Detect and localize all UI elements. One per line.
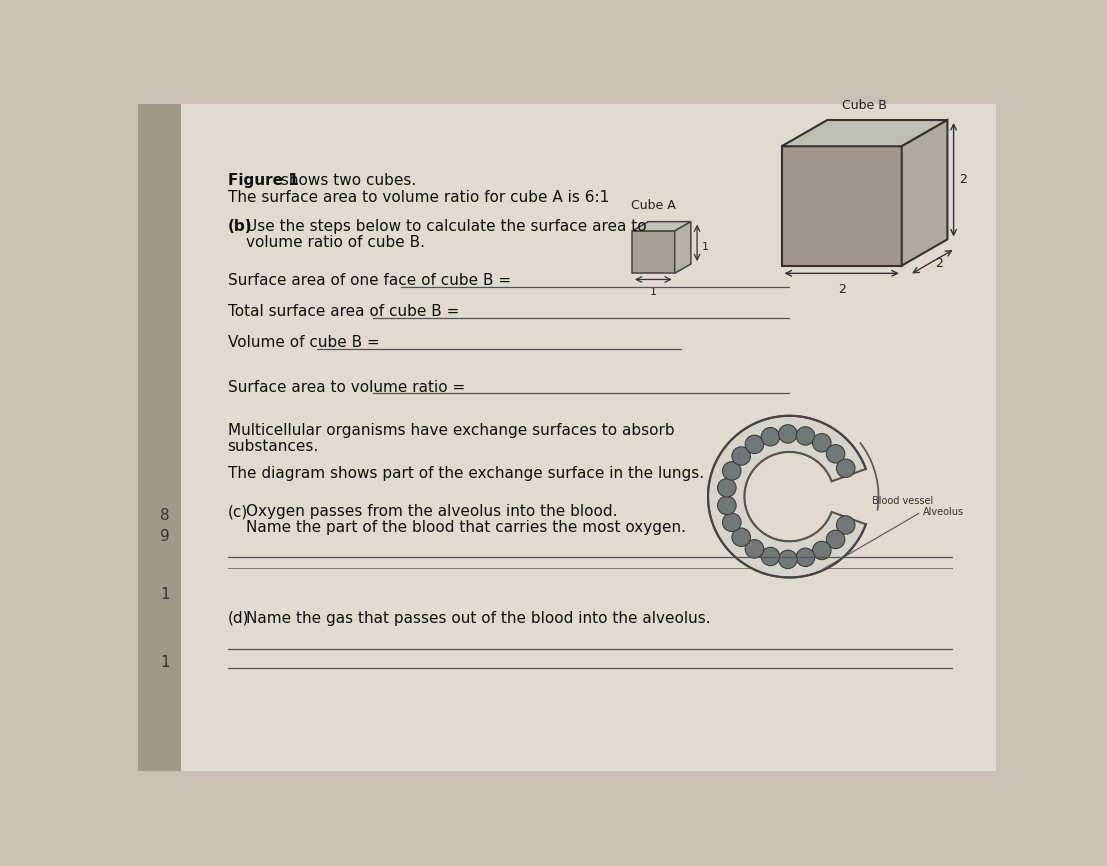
Circle shape	[745, 435, 764, 454]
Text: Oxygen passes from the alveolus into the blood.: Oxygen passes from the alveolus into the…	[246, 504, 618, 520]
Circle shape	[837, 459, 855, 477]
Polygon shape	[632, 222, 691, 231]
Text: Multicellular organisms have exchange surfaces to absorb: Multicellular organisms have exchange su…	[228, 423, 674, 438]
Circle shape	[826, 530, 845, 549]
Circle shape	[745, 540, 764, 559]
Polygon shape	[674, 222, 691, 274]
Text: Surface area to volume ratio =: Surface area to volume ratio =	[228, 379, 465, 395]
Bar	[138, 104, 182, 771]
Polygon shape	[782, 120, 948, 146]
Text: (c): (c)	[228, 504, 248, 520]
Text: Alveolus: Alveolus	[922, 507, 964, 517]
Circle shape	[826, 444, 845, 463]
Text: The diagram shows part of the exchange surface in the lungs.: The diagram shows part of the exchange s…	[228, 466, 704, 481]
Circle shape	[796, 427, 815, 445]
Text: (b): (b)	[228, 219, 252, 235]
Circle shape	[762, 428, 779, 446]
Text: Figure 1: Figure 1	[228, 173, 298, 188]
Circle shape	[723, 513, 741, 532]
Text: Name the gas that passes out of the blood into the alveolus.: Name the gas that passes out of the bloo…	[246, 611, 711, 625]
Text: Use the steps below to calculate the surface area to: Use the steps below to calculate the sur…	[246, 219, 646, 235]
Circle shape	[732, 528, 751, 546]
Polygon shape	[632, 231, 674, 274]
Circle shape	[723, 462, 741, 480]
Text: 1: 1	[650, 288, 656, 297]
Circle shape	[796, 548, 815, 566]
Text: 1: 1	[702, 242, 708, 253]
Circle shape	[778, 424, 797, 443]
Text: 2: 2	[838, 282, 846, 295]
Text: Total surface area of cube B =: Total surface area of cube B =	[228, 304, 459, 319]
Text: 2: 2	[935, 257, 943, 270]
Text: Cube A: Cube A	[631, 199, 675, 212]
Circle shape	[732, 447, 751, 465]
Polygon shape	[902, 120, 948, 266]
Circle shape	[837, 516, 855, 534]
Polygon shape	[708, 416, 866, 578]
Text: Name the part of the blood that carries the most oxygen.: Name the part of the blood that carries …	[246, 520, 686, 534]
Circle shape	[778, 550, 797, 569]
Text: 8: 8	[161, 508, 169, 523]
Text: 1: 1	[161, 656, 169, 670]
Text: substances.: substances.	[228, 439, 319, 454]
Text: Surface area of one face of cube B =: Surface area of one face of cube B =	[228, 274, 510, 288]
Text: Cube B: Cube B	[842, 100, 887, 113]
Circle shape	[717, 479, 736, 497]
Text: 9: 9	[161, 529, 169, 544]
Circle shape	[717, 496, 736, 514]
Circle shape	[813, 541, 831, 559]
Text: 1: 1	[161, 587, 169, 603]
Circle shape	[813, 434, 831, 452]
Text: (d): (d)	[228, 611, 249, 625]
Text: 2: 2	[959, 173, 966, 186]
Text: The surface area to volume ratio for cube A is 6:1: The surface area to volume ratio for cub…	[228, 191, 609, 205]
Text: volume ratio of cube B.: volume ratio of cube B.	[246, 235, 425, 249]
Circle shape	[762, 547, 779, 565]
Polygon shape	[782, 146, 902, 266]
Text: shows two cubes.: shows two cubes.	[276, 173, 416, 188]
Text: Volume of cube B =: Volume of cube B =	[228, 335, 380, 350]
Text: Blood vessel: Blood vessel	[872, 496, 933, 506]
